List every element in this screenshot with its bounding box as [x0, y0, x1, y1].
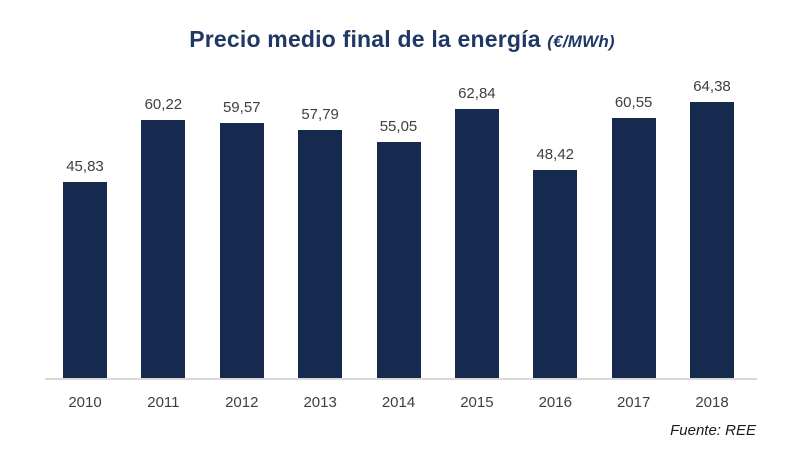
x-axis-label-2012: 2012 — [225, 394, 259, 411]
plot-area: 45,83 60,22 59,57 57,79 55,05 62,84 48,42 60,55… — [63, 78, 734, 378]
x-axis-label-2011: 2011 — [147, 394, 180, 411]
bar-value-label-2018: 64,38 — [693, 78, 731, 95]
bar-2011 — [141, 120, 186, 378]
x-axis-label-2014: 2014 — [381, 394, 416, 411]
chart-title-unit: (€/MWh) — [547, 32, 615, 51]
bar-value-label-2017: 60,55 — [614, 94, 653, 111]
bar-column-2017: 60,55 — [611, 94, 656, 378]
bar-value-label-2015: 62,84 — [458, 85, 496, 102]
x-axis-line — [45, 378, 757, 380]
bar-column-2012: 59,57 — [219, 99, 264, 378]
bar-column-2011: 60,22 — [141, 96, 186, 378]
bar-2018 — [690, 102, 734, 378]
bar-value-label-2014: 55,05 — [379, 118, 418, 135]
bar-2015 — [454, 109, 499, 378]
bar-column-2014: 55,05 — [376, 118, 421, 378]
bar-2012 — [219, 123, 264, 378]
x-axis-label-2015: 2015 — [460, 394, 494, 411]
x-axis-label-2017: 2017 — [616, 394, 651, 411]
bar-2013 — [298, 130, 343, 378]
bar-column-2015: 62,84 — [454, 85, 499, 378]
bar-2017 — [611, 118, 656, 378]
bar-value-label-2016: 48,42 — [536, 146, 575, 163]
x-axis-labels: 2010 2011 2012 2013 2014 2015 2016 2017 2018 — [63, 394, 734, 411]
chart-title: Precio medio final de la energía (€/MWh) — [0, 26, 804, 53]
bar-value-label-2010: 45,83 — [66, 158, 104, 175]
x-axis-label-2018: 2018 — [695, 394, 729, 411]
bar-value-label-2012: 59,57 — [222, 99, 261, 116]
bar-column-2010: 45,83 — [63, 158, 107, 378]
x-axis-label-2010: 2010 — [68, 394, 102, 411]
bar-column-2016: 48,42 — [533, 146, 578, 378]
source-note: Fuente: REE — [670, 422, 756, 439]
x-axis-label-2013: 2013 — [303, 394, 337, 411]
bar-2014 — [376, 142, 421, 378]
bar-value-label-2011: 60,22 — [144, 96, 183, 113]
bar-2010 — [63, 182, 107, 378]
x-axis-label-2016: 2016 — [538, 394, 572, 411]
chart-title-text: Precio medio final de la energía — [189, 26, 548, 52]
bar-column-2018: 64,38 — [690, 78, 734, 378]
bar-value-label-2013: 57,79 — [301, 106, 339, 123]
bar-2016 — [533, 170, 578, 378]
bar-column-2013: 57,79 — [298, 106, 343, 378]
